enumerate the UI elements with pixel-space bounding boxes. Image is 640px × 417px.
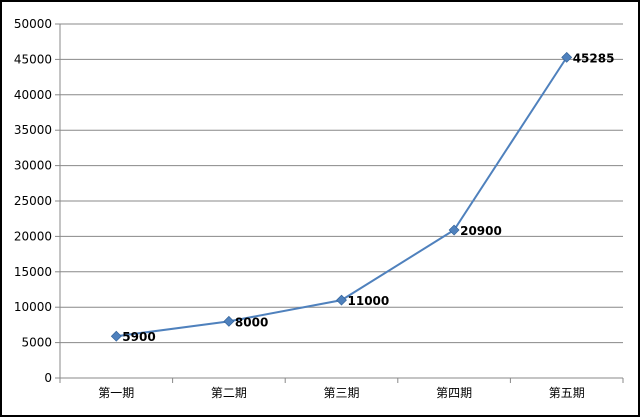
series-line bbox=[116, 56, 568, 338]
axes bbox=[55, 23, 624, 383]
diamond-marker bbox=[223, 315, 235, 327]
y-tick-label: 30000 bbox=[14, 159, 52, 173]
y-tick-label: 5000 bbox=[21, 336, 52, 350]
x-tick-label: 第一期 bbox=[98, 386, 134, 400]
diamond-marker bbox=[448, 224, 460, 236]
y-tick-label: 45000 bbox=[14, 52, 52, 66]
y-tick-label: 50000 bbox=[14, 17, 52, 31]
data-label: 20900 bbox=[460, 224, 502, 238]
y-tick-label: 35000 bbox=[14, 123, 52, 137]
y-tick-label: 10000 bbox=[14, 300, 52, 314]
y-tick-label: 25000 bbox=[14, 194, 52, 208]
x-tick-label: 第五期 bbox=[549, 386, 585, 400]
y-tick-label: 15000 bbox=[14, 265, 52, 279]
x-tick-labels: 第一期 第二期 第三期 第四期 第五期 bbox=[98, 386, 584, 400]
x-tick-label: 第四期 bbox=[436, 386, 472, 400]
x-tick-label: 第三期 bbox=[323, 386, 359, 400]
gridlines bbox=[60, 23, 623, 344]
diamond-marker bbox=[336, 294, 347, 306]
data-labels: 5900 8000 11000 20900 45285 bbox=[122, 51, 614, 344]
data-label: 8000 bbox=[235, 315, 268, 329]
series-line-group bbox=[116, 56, 568, 338]
diamond-marker bbox=[110, 330, 122, 342]
y-tick-label: 20000 bbox=[14, 229, 52, 243]
data-markers bbox=[110, 51, 573, 342]
diamond-marker bbox=[561, 51, 573, 63]
data-label: 5900 bbox=[122, 330, 155, 344]
data-label: 11000 bbox=[348, 294, 390, 308]
y-tick-label: 40000 bbox=[14, 88, 52, 102]
x-tick-label: 第二期 bbox=[211, 386, 247, 400]
data-label: 45285 bbox=[573, 51, 615, 65]
y-tick-labels: 0 5000 10000 15000 20000 25000 30000 35000 40000… bbox=[14, 17, 52, 385]
y-tick-label: 0 bbox=[44, 371, 52, 385]
